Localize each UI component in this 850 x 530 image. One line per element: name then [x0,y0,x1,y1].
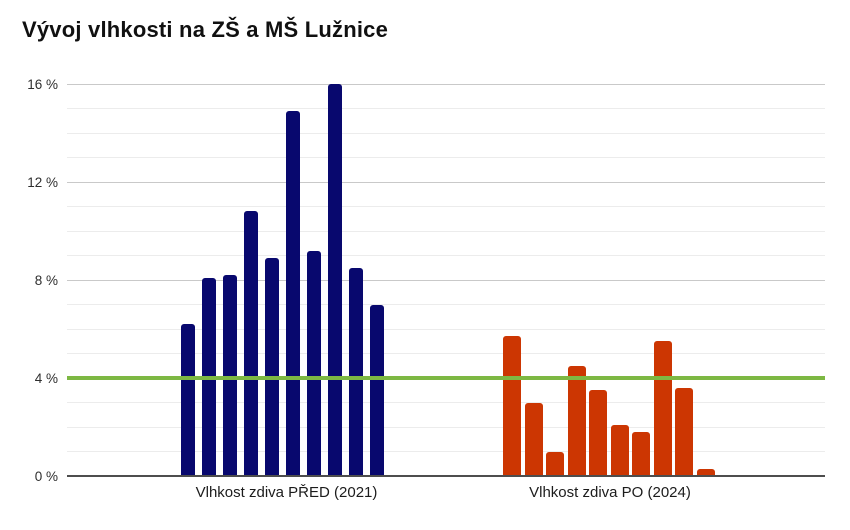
gridline-11-percent [67,206,825,207]
y-axis: 0 % 4 % 8 % 12 % 16 % [0,77,58,484]
gridline-1-percent [67,451,825,452]
bar-value-8.5 [349,267,363,476]
gridline-13-percent [67,157,825,158]
bar-value-5.5 [653,341,672,476]
gridline-10-percent [67,230,825,232]
gridline-3-percent [67,402,825,403]
bar-cluster-before-2021 [181,84,384,476]
x-axis-label-before-2021: Vlhkost zdiva PŘED (2021) [195,484,378,501]
bar-value-4.5 [567,365,586,476]
gridline-7-percent [67,304,825,305]
gridline-16-percent [67,83,825,85]
y-tick-label-12: 12 % [27,175,58,190]
bar-value-7 [370,304,384,476]
gridline-8-percent [67,279,825,281]
x-axis-baseline [67,475,825,477]
gridline-12-percent [67,181,825,183]
gridline-2-percent [67,426,825,428]
y-tick-label-4: 4 % [34,371,58,386]
bar-value-8.2 [223,275,237,476]
gridline-6-percent [67,328,825,330]
bar-value-0.3 [696,468,715,476]
y-tick-label-0: 0 % [34,469,58,484]
bar-value-3.6 [675,387,693,476]
bar-value-6.2 [181,324,195,476]
y-tick-label-8: 8 % [34,273,58,288]
gridline-14-percent [67,132,825,134]
bar-value-16 [328,84,342,476]
bar-value-10.8 [244,211,258,476]
bar-value-1.8 [632,431,650,476]
gridline-5-percent [67,353,825,354]
bar-cluster-po-2024 [503,336,715,476]
gridline-9-percent [67,255,825,256]
bar-value-8.9 [265,257,279,476]
bar-value-3 [524,402,543,476]
bar-value-5.7 [503,336,521,476]
bar-value-9.2 [307,250,321,476]
x-axis-label-po-2024: Vlhkost zdiva PO (2024) [529,484,691,501]
chart-title: Vývoj vlhkosti na ZŠ a MŠ Lužnice [22,17,389,42]
plot-area [67,83,825,477]
gridline-15-percent [67,108,825,109]
bar-value-2.1 [610,424,629,476]
bar-value-14.9 [286,110,300,476]
bar-value-1 [546,451,564,476]
y-tick-label-16: 16 % [27,77,58,92]
bar-value-3.5 [589,390,607,476]
reference-line-4-percent [67,376,825,380]
